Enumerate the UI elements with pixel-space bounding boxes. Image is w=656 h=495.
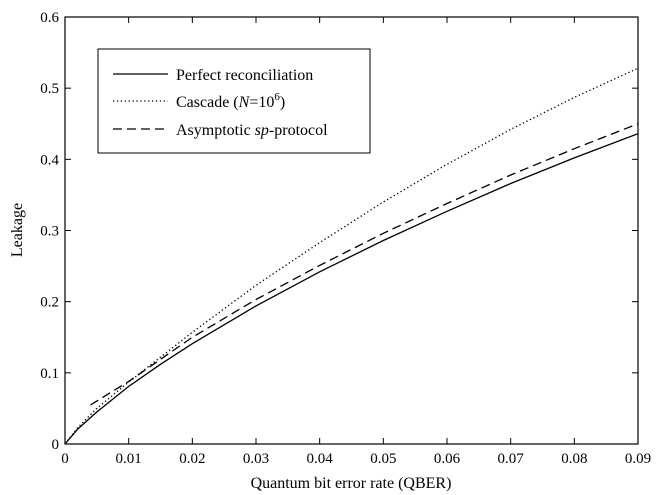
series-line-perfect-reconciliation bbox=[64, 133, 639, 445]
legend: Perfect reconciliation Cascade (N=106) A… bbox=[97, 48, 371, 154]
x-tick-label: 0.06 bbox=[434, 451, 461, 467]
x-tick-label: 0.01 bbox=[116, 451, 142, 467]
x-tick-label: 0.07 bbox=[498, 451, 525, 467]
y-tick-label: 0.5 bbox=[40, 81, 59, 97]
y-tick-label: 0.4 bbox=[40, 152, 59, 168]
legend-box bbox=[97, 48, 371, 154]
y-tick-label: 0.2 bbox=[40, 295, 59, 311]
legend-label-perfect-reconciliation: Perfect reconciliation bbox=[176, 67, 313, 84]
y-axis-ticks: 0 0.1 0.2 0.3 0.4 0.5 0.6 bbox=[40, 10, 638, 453]
series-lines bbox=[64, 67, 639, 445]
series-line-cascade bbox=[64, 67, 639, 445]
legend-label-cascade: Cascade (N=106) bbox=[176, 91, 285, 111]
x-tick-label: 0.04 bbox=[307, 451, 334, 467]
x-tick-label: 0.09 bbox=[625, 451, 651, 467]
x-tick-label: 0.03 bbox=[243, 451, 269, 467]
legend-label-asymptotic-sp-protocol: Asymptotic sp-protocol bbox=[176, 122, 328, 139]
x-tick-label: 0.02 bbox=[179, 451, 205, 467]
x-axis-label: Quantum bit error rate (QBER) bbox=[251, 475, 452, 492]
x-tick-label: 0.05 bbox=[370, 451, 396, 467]
plot-area: 0 0.01 0.02 0.03 0.04 0.05 0.06 0.07 0.08 0.09 00… bbox=[40, 10, 651, 467]
x-tick-label: 0 bbox=[61, 451, 69, 467]
y-tick-label: 0.3 bbox=[40, 224, 59, 240]
x-tick-label: 0.08 bbox=[561, 451, 587, 467]
y-axis-label: Leakage bbox=[9, 203, 26, 257]
y-tick-label: 0.1 bbox=[40, 366, 59, 382]
y-tick-label: 0.6 bbox=[40, 10, 59, 26]
x-axis-ticks: 0 0.01 0.02 0.03 0.04 0.05 0.06 0.07 0.08 0.09 bbox=[61, 17, 651, 467]
y-tick-label: 0 bbox=[52, 437, 60, 453]
